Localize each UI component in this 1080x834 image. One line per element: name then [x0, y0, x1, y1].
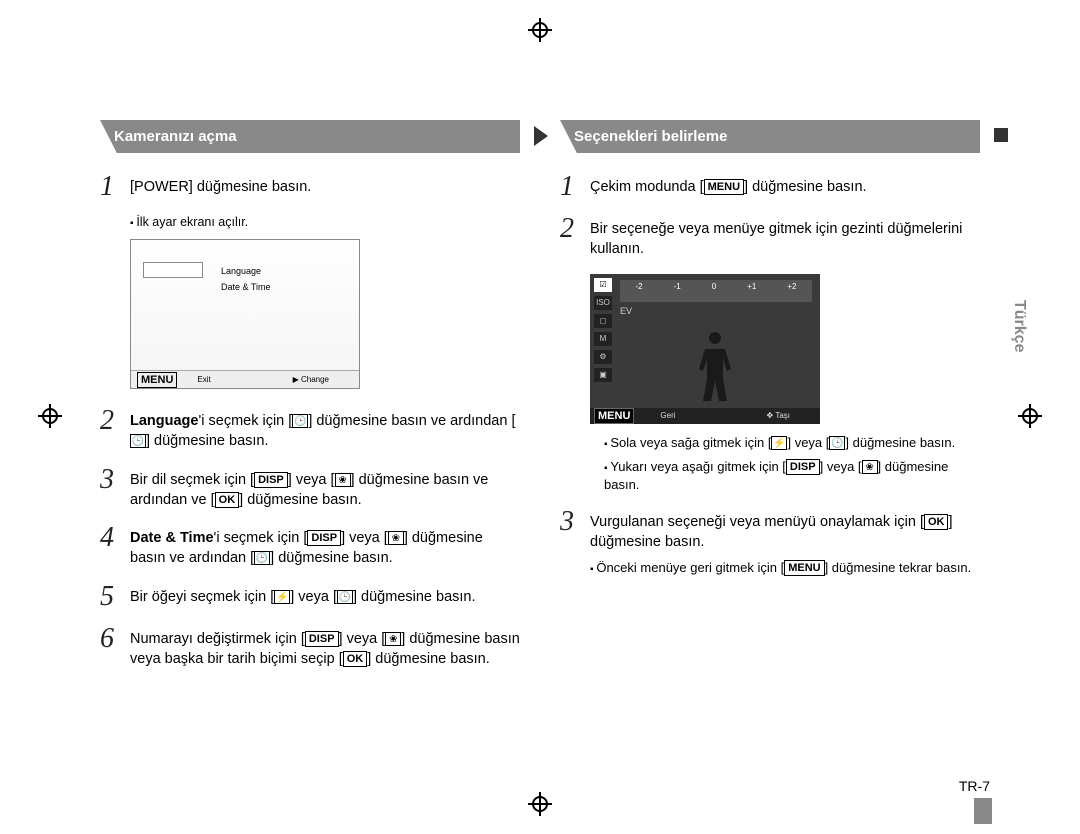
step-number: 2: [100, 407, 130, 452]
right-step-1: 1 Çekim modunda [MENU] düğmesine basın.: [560, 173, 980, 201]
screen-row-datetime: Date & Time: [221, 282, 271, 292]
flash-icon: ⚡: [274, 590, 290, 604]
menu-icon: ◻: [594, 314, 612, 328]
footer-exit: Exit: [197, 375, 210, 384]
footer-move: Taşı: [775, 411, 790, 420]
page-content: Kameranızı açma 1 [POWER] düğmesine bası…: [100, 120, 980, 683]
step-number: 1: [560, 173, 590, 201]
timer-icon: 🕒: [130, 434, 146, 448]
macro-icon: ❀: [385, 632, 401, 646]
step-text: Bir seçeneğe veya menüye gitmek için gez…: [590, 215, 980, 260]
step-number: 3: [560, 508, 590, 577]
menu-icon: ⚙: [594, 350, 612, 364]
timer-icon: 🕒: [254, 551, 270, 565]
left-step-3: 3 Bir dil seçmek için [DISP] veya [❀] dü…: [100, 466, 520, 511]
step-text: [POWER] düğmesine basın.: [130, 173, 311, 201]
timer-icon: 🕒: [337, 590, 353, 604]
registration-mark-left: [38, 404, 62, 428]
left-step-4: 4 Date & Time'i seçmek için [DISP] veya …: [100, 524, 520, 569]
screen-row-language: Language: [221, 266, 261, 276]
macro-icon: ❀: [862, 460, 878, 474]
registration-mark-top: [528, 18, 552, 42]
right-step-3: 3 Vurgulanan seçeneği veya menüyü onayla…: [560, 508, 980, 577]
selection-highlight: [143, 262, 203, 278]
right-step-2-bullet-1: Sola veya sağa gitmek için [⚡] veya [🕒] …: [604, 434, 980, 452]
footer-back: Geri: [660, 411, 675, 420]
step-text: Language'i seçmek için [🕒] düğmesine bas…: [130, 407, 520, 452]
menu-icon: ▣: [594, 368, 612, 382]
menu-icon-column: ☑ ISO ◻ M ⚙ ▣: [594, 278, 614, 408]
left-step-1: 1 [POWER] düğmesine basın.: [100, 173, 520, 201]
disp-button-label: DISP: [254, 472, 288, 488]
menu-button-label: MENU: [704, 179, 744, 195]
menu-icon: M: [594, 332, 612, 346]
menu-button-label: MENU: [594, 408, 634, 424]
step-number: 3: [100, 466, 130, 511]
left-step-5: 5 Bir öğeyi seçmek için [⚡] veya [🕒] düğ…: [100, 583, 520, 611]
step-text: Çekim modunda [MENU] düğmesine basın.: [590, 173, 867, 201]
section-end-icon: [994, 128, 1008, 142]
menu-button-label: MENU: [137, 372, 177, 388]
person-silhouette-icon: [690, 324, 740, 404]
step-number: 6: [100, 625, 130, 670]
ok-button-label: OK: [924, 514, 949, 530]
step-text: Numarayı değiştirmek için [DISP] veya [❀…: [130, 625, 520, 670]
ev-scale: -2 -1 0 +1 +2: [620, 280, 812, 302]
left-step-1-sub: İlk ayar ekranı açılır.: [130, 215, 520, 229]
page-number: TR-7: [959, 778, 990, 794]
step-number: 2: [560, 215, 590, 260]
timer-icon: 🕒: [829, 436, 845, 450]
menu-icon: ☑: [594, 278, 612, 292]
disp-button-label: DISP: [307, 530, 341, 546]
right-step-3-sub: Önceki menüye geri gitmek için [MENU] dü…: [590, 559, 980, 577]
timer-icon: 🕒: [292, 414, 308, 428]
step-number: 5: [100, 583, 130, 611]
footer-change: Change: [301, 375, 329, 384]
registration-mark-right: [1018, 404, 1042, 428]
disp-button-label: DISP: [305, 631, 339, 647]
right-step-2-bullet-2: Yukarı veya aşağı gitmek için [DISP] vey…: [604, 458, 980, 494]
flash-icon: ⚡: [771, 436, 787, 450]
change-arrow-icon: ▶: [293, 375, 299, 384]
right-section-header: Seçenekleri belirleme: [560, 120, 980, 153]
ev-label: EV: [620, 306, 632, 316]
menu-screen-mock: ☑ ISO ◻ M ⚙ ▣ -2 -1 0 +1 +2 EV MENU Geri: [590, 274, 820, 424]
setup-screen-mock: Language Date & Time MENU Exit ▶ Change: [130, 239, 360, 389]
macro-icon: ❀: [335, 473, 351, 487]
menu-button-label: MENU: [784, 560, 824, 576]
page-thumb-mark: [974, 798, 992, 824]
step-number: 1: [100, 173, 130, 201]
move-icon: ✥: [767, 411, 774, 420]
disp-button-label: DISP: [786, 459, 820, 475]
continue-arrow-icon: [534, 126, 548, 146]
left-section-header: Kameranızı açma: [100, 120, 520, 153]
left-column: Kameranızı açma 1 [POWER] düğmesine bası…: [100, 120, 520, 683]
menu-icon: ISO: [594, 296, 612, 310]
ok-button-label: OK: [343, 651, 368, 667]
left-step-2: 2 Language'i seçmek için [🕒] düğmesine b…: [100, 407, 520, 452]
macro-icon: ❀: [388, 531, 404, 545]
step-number: 4: [100, 524, 130, 569]
ok-button-label: OK: [215, 492, 240, 508]
left-step-6: 6 Numarayı değiştirmek için [DISP] veya …: [100, 625, 520, 670]
language-tab: Türkçe: [1010, 300, 1028, 352]
step-text: Date & Time'i seçmek için [DISP] veya [❀…: [130, 524, 520, 569]
right-column: Seçenekleri belirleme 1 Çekim modunda [M…: [560, 120, 980, 683]
registration-mark-bottom: [528, 792, 552, 816]
right-step-2: 2 Bir seçeneğe veya menüye gitmek için g…: [560, 215, 980, 260]
step-text: Bir öğeyi seçmek için [⚡] veya [🕒] düğme…: [130, 583, 476, 611]
step-text: Vurgulanan seçeneği veya menüyü onaylama…: [590, 508, 980, 577]
step-text: Bir dil seçmek için [DISP] veya [❀] düğm…: [130, 466, 520, 511]
